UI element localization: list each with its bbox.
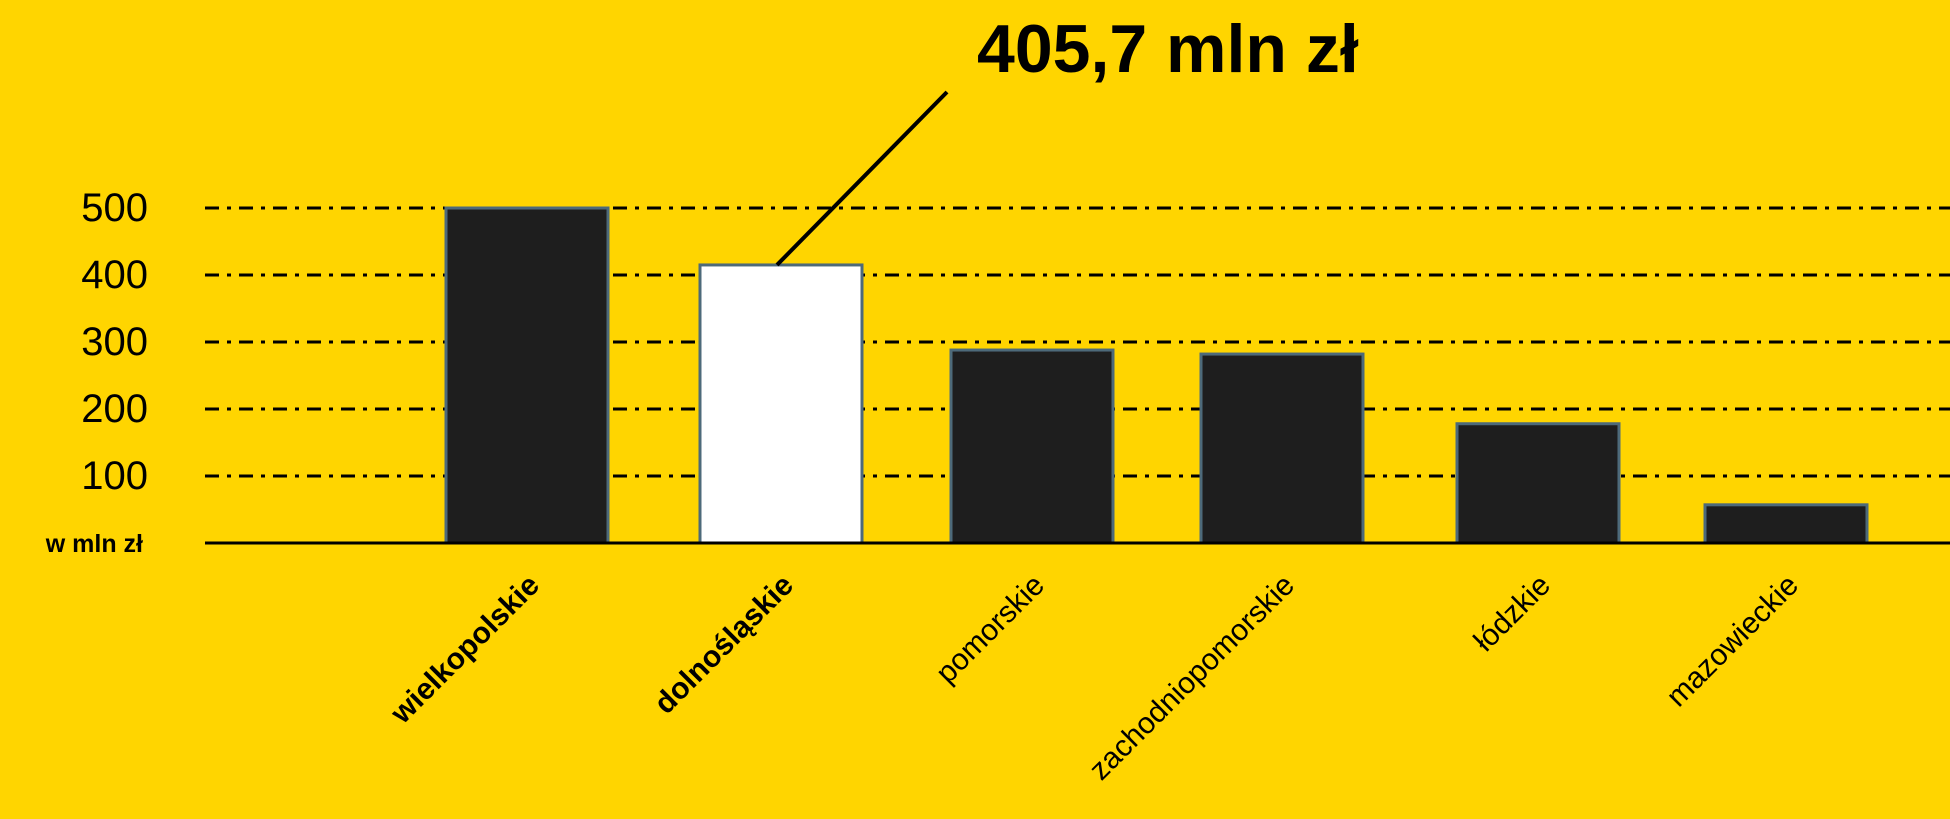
bar-łódzkie [1455, 422, 1621, 545]
bar-mazowieckie [1703, 503, 1869, 545]
y-tick-label: 100 [81, 454, 148, 498]
bar-pomorskie [949, 348, 1115, 545]
bars [444, 206, 1869, 545]
y-tick-label: 200 [81, 387, 148, 431]
annotation-label: 405,7 mln zł [977, 11, 1359, 87]
annotation-callout-line [775, 90, 949, 267]
y-tick-label: 400 [81, 253, 148, 297]
bar-zachodniopomorskie [1199, 352, 1365, 545]
y-axis-label: w mln zł [45, 530, 143, 558]
y-axis-ticks: 100 200 300 400 500 [81, 186, 148, 498]
y-tick-label: 300 [81, 320, 148, 364]
bar-dolnośląskie [698, 263, 864, 545]
y-tick-label: 500 [81, 186, 148, 230]
bar-wielkopolskie [444, 206, 610, 545]
